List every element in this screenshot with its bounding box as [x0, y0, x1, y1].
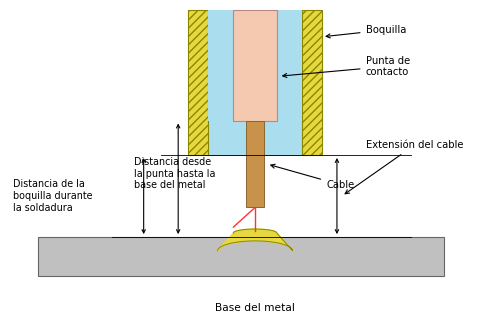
- Bar: [208, 10, 303, 155]
- Bar: [208, 10, 233, 121]
- Text: Punta de
contacto: Punta de contacto: [283, 55, 410, 77]
- Bar: [246, 121, 264, 207]
- Bar: [303, 10, 322, 155]
- Bar: [38, 237, 445, 277]
- Text: Cable: Cable: [271, 164, 354, 190]
- Polygon shape: [218, 229, 293, 251]
- Text: Boquilla: Boquilla: [326, 25, 406, 38]
- Text: Base del metal: Base del metal: [215, 303, 295, 313]
- Bar: [303, 10, 322, 155]
- Bar: [188, 10, 208, 155]
- Bar: [277, 10, 303, 121]
- Text: Extensión del cable: Extensión del cable: [345, 140, 463, 194]
- Text: Distancia de la
boquilla durante
la soldadura: Distancia de la boquilla durante la sold…: [13, 179, 92, 213]
- Text: Distancia desde
la punta hasta la
base del metal: Distancia desde la punta hasta la base d…: [134, 157, 215, 191]
- Bar: [233, 10, 277, 121]
- Bar: [188, 10, 208, 155]
